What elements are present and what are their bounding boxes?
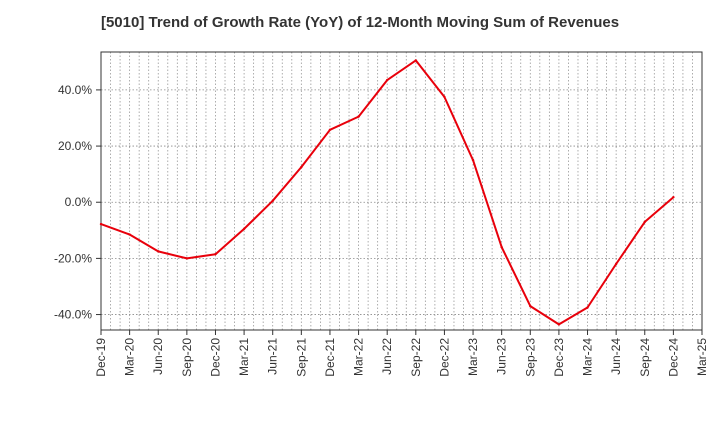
data-point — [443, 95, 446, 99]
grid-lines — [100, 52, 702, 330]
x-tick-label: Mar-25 — [695, 338, 709, 376]
y-tick-label: -20.0% — [54, 251, 92, 265]
x-tick-label: Jun-22 — [380, 338, 394, 375]
data-point — [242, 227, 246, 231]
data-point — [385, 78, 389, 82]
x-tick-label: Sep-21 — [294, 338, 308, 377]
data-point — [672, 195, 675, 199]
x-tick-label: Mar-22 — [352, 338, 366, 376]
chart-title: [5010] Trend of Growth Rate (YoY) of 12-… — [100, 14, 620, 31]
y-tick-label: -40.0% — [54, 308, 92, 322]
series-layer — [99, 59, 675, 326]
data-point — [414, 59, 418, 62]
x-axis: Dec-19 Mar-20 Jun-20 Sep-20 Dec-20 Mar-21 Jun-… — [94, 330, 709, 377]
data-point — [586, 306, 589, 309]
x-tick-label: Dec-19 — [94, 338, 108, 377]
x-tick-label: Mar-21 — [237, 338, 251, 376]
data-point — [300, 165, 303, 169]
x-tick-label: Dec-24 — [666, 338, 680, 377]
y-tick-label: 0.0% — [65, 195, 93, 209]
data-point — [500, 245, 503, 249]
x-tick-label: Mar-23 — [466, 338, 480, 376]
data-point — [471, 158, 475, 162]
x-tick-label: Mar-24 — [581, 338, 595, 376]
x-tick-label: Sep-20 — [180, 338, 194, 377]
x-tick-label: Sep-22 — [409, 338, 423, 377]
x-tick-label: Dec-20 — [208, 338, 222, 377]
x-tick-label: Sep-24 — [638, 338, 652, 377]
x-tick-label: Jun-20 — [151, 338, 165, 375]
data-point — [185, 257, 189, 260]
x-tick-label: Dec-22 — [437, 338, 451, 377]
data-point — [328, 128, 332, 131]
data-point — [271, 199, 274, 203]
data-point — [614, 262, 618, 266]
data-point — [357, 115, 360, 118]
y-axis: 40.0% 20.0% 0.0% -20.0% -40.0% — [54, 83, 101, 322]
x-tick-label: Sep-23 — [523, 338, 537, 377]
data-point — [128, 233, 131, 236]
plot-area-frame — [100, 51, 703, 331]
x-tick-label: Jun-23 — [495, 338, 509, 375]
data-point — [157, 250, 160, 253]
data-point — [214, 252, 217, 256]
x-tick-label: Jun-21 — [266, 338, 280, 375]
y-tick-label: 20.0% — [58, 139, 92, 153]
data-point — [643, 220, 646, 224]
x-tick-label: Dec-23 — [552, 338, 566, 377]
data-point — [99, 222, 103, 226]
x-tick-label: Dec-21 — [323, 338, 337, 377]
data-point — [529, 304, 532, 308]
x-tick-label: Mar-20 — [123, 338, 137, 376]
x-tick-label: Jun-24 — [609, 338, 623, 375]
data-point — [557, 323, 561, 326]
y-tick-label: 40.0% — [58, 83, 92, 97]
